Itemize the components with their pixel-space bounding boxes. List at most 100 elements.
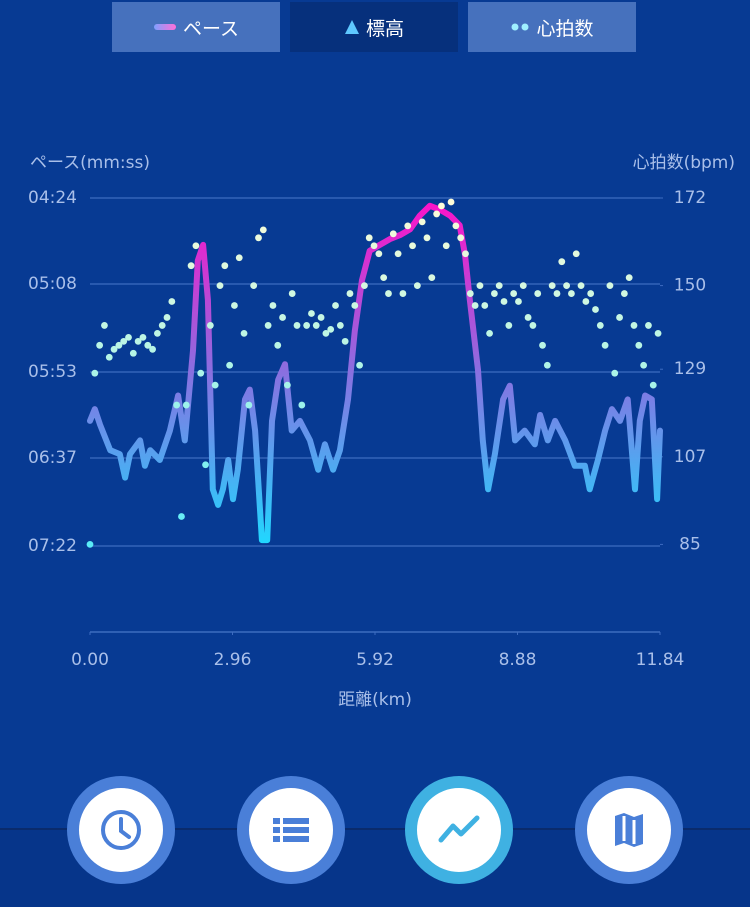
heart-rate-dot	[433, 210, 441, 218]
heart-rate-dot	[389, 230, 397, 238]
heart-rate-dot	[529, 322, 537, 329]
heart-rate-dot	[649, 381, 657, 389]
list-button[interactable]	[237, 776, 345, 884]
pace-line	[87, 202, 663, 544]
heart-rate-dot	[101, 322, 108, 329]
heart-rate-tab[interactable]: 心拍数	[468, 2, 636, 52]
tab-label: 標高	[365, 17, 404, 40]
chart-icon	[438, 815, 480, 843]
y-tick-label: 07:22	[28, 536, 77, 556]
heart-rate-dot	[255, 234, 262, 242]
heart-rate-dot	[173, 401, 181, 409]
heart-rate-dot	[283, 381, 291, 389]
heart-rate-dot	[192, 242, 200, 250]
heart-rate-dot	[539, 341, 546, 349]
heart-rate-dot	[153, 329, 161, 337]
y-tick-label: 05:08	[28, 274, 77, 294]
tab-bar: ペース 標高 心拍数	[112, 2, 636, 52]
y2-tick-label: 85	[679, 534, 701, 554]
heart-rate-dot	[394, 250, 402, 258]
heart-rate-dot	[418, 218, 426, 226]
heart-rate-dot	[221, 262, 229, 270]
heart-rate-dot	[274, 341, 282, 349]
heart-rate-dot	[645, 322, 652, 329]
pace-tab[interactable]: ペース	[112, 2, 280, 52]
heart-rate-dot	[601, 341, 609, 349]
elevation-icon	[344, 20, 359, 34]
chart: ペース(mm:ss) 心拍数(bpm) 距離(km) 04:24 05:08 05:…	[28, 153, 735, 710]
heart-rate-icon	[511, 23, 529, 31]
map-button[interactable]	[575, 776, 683, 884]
y2-tick-label: 107	[674, 447, 706, 467]
clock-icon	[101, 810, 141, 850]
y2-tick-label: 129	[674, 359, 706, 379]
heart-rate-dot	[125, 333, 132, 341]
heart-rate-dot	[86, 541, 94, 548]
heart-rate-dot	[327, 325, 335, 333]
heart-rate-dot	[240, 329, 248, 337]
heart-rate-dot	[519, 282, 527, 289]
heart-rate-dot	[543, 361, 551, 369]
heart-rate-dot	[144, 341, 152, 349]
heart-rate-dot	[457, 234, 465, 242]
heart-rate-dot	[149, 345, 156, 353]
heart-rate-dot	[380, 274, 388, 282]
y2-tick-label: 172	[674, 188, 706, 208]
heart-rate-dot	[630, 322, 638, 329]
heart-rate-dot	[361, 282, 368, 289]
heart-rate-dot	[163, 314, 171, 321]
heart-rate-dot	[293, 322, 301, 329]
y-axis-title: ペース(mm:ss)	[30, 153, 150, 173]
heart-rate-dot	[385, 290, 392, 297]
heart-rate-dot	[206, 322, 214, 329]
heart-rate-dot	[471, 302, 479, 309]
heart-rate-dot	[558, 258, 566, 266]
heart-rate-dot	[438, 202, 445, 210]
heart-rate-dot	[317, 314, 325, 321]
heart-rate-dot	[182, 401, 190, 409]
heart-rate-dot	[370, 242, 378, 250]
heart-rate-dot	[505, 322, 513, 329]
heart-rate-dot	[351, 302, 359, 309]
heart-rate-dot	[495, 282, 503, 289]
y2-axis-title: 心拍数(bpm)	[633, 153, 735, 173]
heart-rate-dot	[178, 513, 185, 520]
heart-rate-dot	[596, 322, 604, 329]
heart-rate-dot	[399, 290, 407, 297]
heart-rate-dot	[259, 226, 267, 234]
heart-rate-dot	[447, 198, 455, 206]
elevation-tab[interactable]: 標高	[290, 2, 458, 52]
heart-rate-dot	[211, 381, 219, 389]
heart-rate-dot	[202, 461, 209, 469]
y-tick-label: 05:53	[28, 362, 77, 382]
heart-rate-dot	[308, 310, 315, 317]
x-tick-label: 5.92	[356, 650, 394, 670]
heart-rate-dot	[563, 282, 571, 289]
heart-rate-dot	[442, 242, 450, 250]
x-tick-label: 8.88	[499, 650, 537, 670]
heart-rate-dot	[332, 302, 339, 309]
heart-rate-dot	[341, 337, 349, 345]
heart-rate-dot	[481, 302, 489, 309]
heart-rate-dot	[365, 234, 373, 242]
y2-tick-label: 150	[674, 276, 706, 296]
tab-label: ペース	[182, 17, 240, 40]
time-button[interactable]	[67, 776, 175, 884]
y-tick-label: 04:24	[28, 188, 77, 208]
heart-rate-dot	[582, 298, 590, 305]
heart-rate-dot	[548, 282, 556, 289]
heart-rate-dot	[235, 254, 243, 262]
heart-rate-dot	[322, 329, 330, 337]
list-icon	[273, 818, 309, 842]
heart-rate-dot	[288, 290, 296, 297]
heart-rate-dot	[110, 345, 118, 353]
heart-rate-dot	[168, 298, 176, 305]
heart-rate-dot	[187, 262, 195, 270]
heart-rate-dot	[486, 329, 493, 337]
heart-rate-dot	[356, 361, 363, 369]
heart-rate-dot	[423, 234, 431, 242]
chart-button[interactable]	[405, 776, 513, 884]
heart-rate-dot	[534, 290, 542, 297]
heart-rate-dot	[606, 282, 614, 289]
heart-rate-dot	[226, 361, 234, 369]
